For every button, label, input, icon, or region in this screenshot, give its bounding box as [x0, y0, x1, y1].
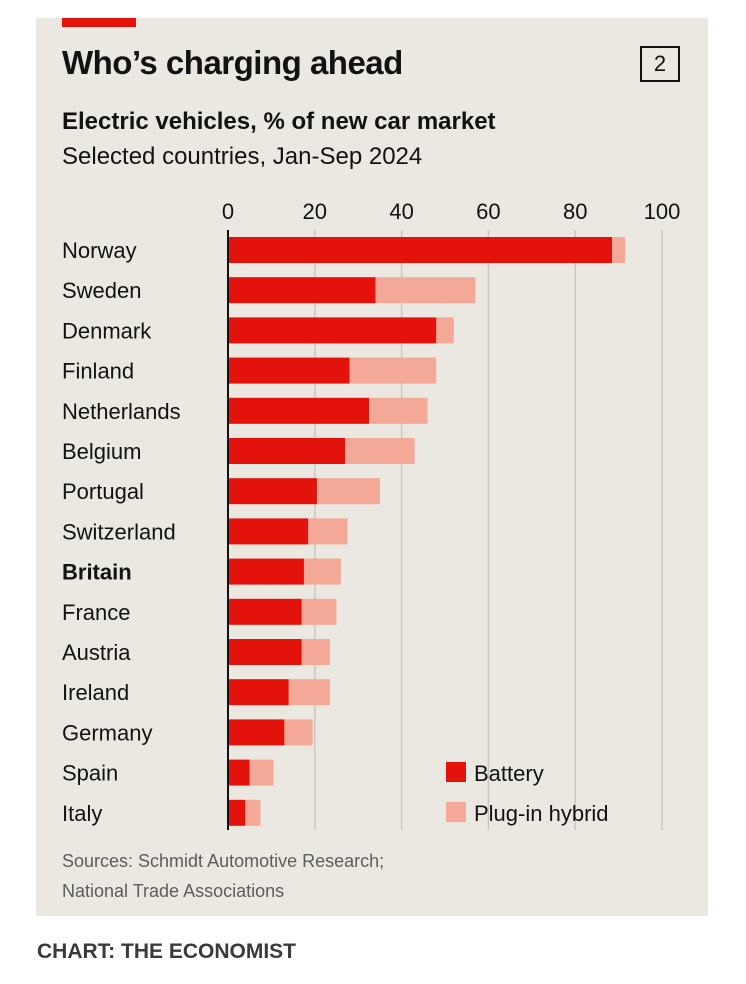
chart-panel — [36, 18, 708, 916]
bar-battery — [228, 719, 285, 746]
bar-battery — [228, 799, 246, 826]
x-tick-label: 80 — [563, 199, 587, 224]
bar-plugin-hybrid — [284, 719, 313, 746]
category-label: Belgium — [62, 439, 141, 464]
bar-plugin-hybrid — [436, 317, 454, 344]
bar-plugin-hybrid — [612, 237, 626, 263]
bar-plugin-hybrid — [303, 558, 341, 585]
legend-swatch — [446, 762, 466, 782]
bar-battery — [228, 237, 613, 263]
bar-plugin-hybrid — [249, 759, 274, 786]
bar-plugin-hybrid — [345, 438, 415, 464]
chart-subtitle: Electric vehicles, % of new car market — [62, 108, 496, 135]
bar-battery — [228, 679, 289, 706]
bar-battery — [228, 277, 376, 304]
x-tick-label: 40 — [389, 199, 413, 224]
bar-plugin-hybrid — [301, 598, 337, 625]
category-label: Austria — [62, 640, 131, 665]
source-line-1: Sources: Schmidt Automotive Research; — [62, 851, 385, 871]
category-label: Switzerland — [62, 519, 176, 544]
bar-battery — [228, 759, 250, 786]
x-tick-label: 100 — [644, 199, 681, 224]
bar-plugin-hybrid — [369, 397, 428, 424]
x-tick-label: 0 — [222, 199, 234, 224]
bar-plugin-hybrid — [245, 799, 261, 826]
x-tick-label: 60 — [476, 199, 500, 224]
source-line-2: National Trade Associations — [62, 881, 285, 901]
bar-battery — [228, 558, 304, 585]
chart-sources: Sources: Schmidt Automotive Research; Na… — [62, 846, 384, 906]
legend-label: Plug-in hybrid — [474, 801, 609, 826]
category-label: France — [62, 600, 130, 625]
bar-plugin-hybrid — [349, 357, 437, 384]
category-label: Norway — [62, 238, 137, 263]
category-label: Finland — [62, 359, 134, 384]
bar-plugin-hybrid — [316, 478, 380, 505]
bar-battery — [228, 639, 302, 665]
bar-battery — [228, 518, 309, 545]
category-label: Italy — [62, 801, 102, 826]
bar-plugin-hybrid — [288, 679, 330, 706]
bar-battery — [228, 357, 350, 384]
category-label: Germany — [62, 720, 152, 745]
bar-battery — [228, 478, 317, 505]
brand-red-tag — [62, 18, 136, 27]
category-label: Portugal — [62, 479, 144, 504]
category-label: Ireland — [62, 680, 129, 705]
category-label: Spain — [62, 761, 118, 786]
category-label: Sweden — [62, 278, 142, 303]
chart-subtitle-secondary: Selected countries, Jan-Sep 2024 — [62, 143, 423, 170]
bar-plugin-hybrid — [375, 277, 476, 304]
bar-battery — [228, 438, 346, 464]
legend-swatch — [446, 802, 466, 822]
bar-plugin-hybrid — [301, 639, 330, 665]
legend-label: Battery — [474, 761, 544, 786]
chart-title: Who’s charging ahead — [62, 44, 403, 81]
category-label: Denmark — [62, 318, 152, 343]
bar-plugin-hybrid — [308, 518, 348, 545]
chart-credit: CHART: THE ECONOMIST — [37, 940, 296, 963]
category-label: Netherlands — [62, 399, 181, 424]
bar-battery — [228, 397, 370, 424]
bar-battery — [228, 598, 302, 625]
bar-battery — [228, 317, 437, 344]
category-label: Britain — [62, 560, 132, 585]
x-tick-label: 20 — [303, 199, 327, 224]
chart-number-badge: 2 — [640, 46, 680, 82]
